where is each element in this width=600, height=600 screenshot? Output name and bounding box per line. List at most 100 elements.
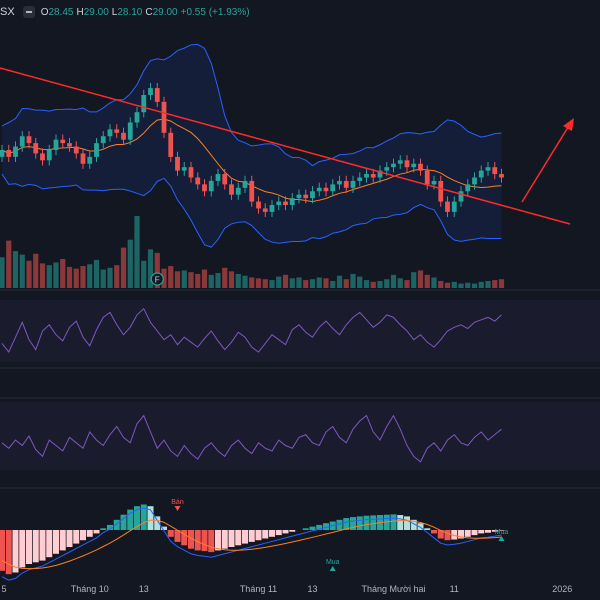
macd-histogram-bar: [19, 530, 26, 568]
candle-body: [208, 180, 214, 192]
x-tick-label: Tháng 11: [239, 584, 278, 594]
volume-bar: [26, 260, 32, 288]
macd-histogram-bar: [437, 530, 444, 539]
volume-bar: [390, 274, 397, 288]
candle-body: [46, 150, 52, 161]
candle-body: [6, 150, 12, 157]
volume-bar: [222, 267, 228, 288]
volume-bar: [141, 260, 147, 288]
candle-body: [141, 95, 147, 113]
candle-body: [458, 191, 464, 202]
signal-arrow-icon: [174, 506, 181, 511]
trendline: [0, 67, 571, 225]
macd-histogram-bar: [336, 519, 343, 530]
candle-body: [222, 174, 228, 185]
volume-bar: [397, 278, 403, 288]
candle-body: [121, 132, 126, 140]
close-value: 29.00: [152, 6, 178, 18]
candle-body: [87, 156, 93, 164]
volume-bar: [154, 252, 160, 288]
candle-body: [330, 184, 336, 192]
macd-histogram-bar: [127, 509, 134, 530]
volume-bar: [276, 276, 282, 288]
volume-bar: [465, 282, 471, 288]
candle-body: [235, 187, 241, 195]
x-tick-label: 2026: [552, 584, 573, 594]
macd-histogram-bar: [323, 523, 329, 530]
bollinger-lower-line: [1, 173, 502, 248]
collapse-icon[interactable]: [22, 6, 35, 18]
macd-histogram-bar: [383, 514, 390, 530]
candle-body: [181, 167, 187, 171]
symbol-label[interactable]: SX: [0, 6, 15, 18]
volume-bar: [336, 275, 343, 288]
candle-body: [229, 184, 234, 195]
arrow-head-icon: [563, 118, 574, 131]
macd-histogram-bar: [356, 516, 363, 530]
candle-body: [19, 136, 25, 147]
volume-bar: [357, 276, 363, 288]
macd-histogram-bar: [26, 530, 32, 564]
candle-body: [107, 129, 113, 137]
candle-body: [100, 136, 106, 144]
candle-body: [283, 201, 288, 205]
candle-body: [343, 180, 349, 188]
volume-bar: [350, 273, 356, 288]
macd-histogram-bar: [134, 506, 140, 530]
macd-histogram-bar: [248, 530, 255, 542]
signal-label: Mua: [495, 529, 509, 536]
candle-body: [485, 167, 491, 171]
volume-bar: [120, 247, 127, 288]
volume-bar: [330, 280, 336, 288]
macd-histogram-bar: [363, 515, 370, 530]
candle-body: [269, 205, 275, 212]
macd-histogram-bar: [32, 530, 39, 563]
candle-body: [168, 132, 174, 157]
macd-histogram-bar: [316, 524, 323, 530]
macd-histogram-bar: [86, 530, 93, 537]
macd-histogram-bar: [208, 530, 215, 553]
macd-line: [1, 507, 502, 581]
macd-histogram-bar: [80, 530, 86, 541]
volume-bar: [161, 268, 167, 288]
volume-bar: [93, 259, 100, 288]
macd-histogram-bar: [235, 530, 242, 546]
volume-bar: [417, 270, 424, 288]
volume-bar: [316, 277, 322, 288]
candle-body: [445, 201, 450, 212]
macd-histogram-bar: [113, 519, 120, 530]
candle-body: [478, 170, 484, 178]
volume-bar: [73, 268, 79, 288]
momentum-line: [1, 414, 502, 463]
rsi-line: [1, 307, 502, 354]
candle-body: [364, 174, 369, 178]
volume-bar: [127, 239, 133, 288]
candle-body: [256, 201, 261, 209]
volume-bar: [282, 274, 289, 288]
volume-bar: [33, 253, 39, 288]
candle-body: [472, 177, 477, 185]
macd-histogram-bar: [53, 530, 59, 554]
volume-bar: [235, 273, 241, 288]
volume-bar: [46, 265, 52, 288]
volume-bar: [478, 281, 484, 288]
change-value: +0.55 (+1.93%): [180, 6, 250, 18]
x-tick-label: 5: [1, 584, 7, 594]
macd-histogram-bar: [0, 530, 5, 571]
candle-body: [451, 201, 457, 212]
candle-body: [242, 180, 248, 188]
macd-histogram-bar: [59, 530, 66, 551]
volume-bar: [411, 272, 417, 288]
macd-histogram-bar: [289, 530, 296, 532]
volume-bar: [87, 264, 93, 288]
volume-bar: [114, 265, 120, 288]
breakout-arrow-line: [521, 123, 571, 203]
macd-histogram-bar: [444, 530, 451, 541]
volume-bar: [66, 266, 73, 288]
volume-bar: [53, 262, 59, 288]
macd-histogram-bar: [215, 530, 221, 551]
candle-body: [350, 180, 356, 188]
candle-body: [357, 177, 363, 181]
volume-bar: [107, 267, 113, 288]
